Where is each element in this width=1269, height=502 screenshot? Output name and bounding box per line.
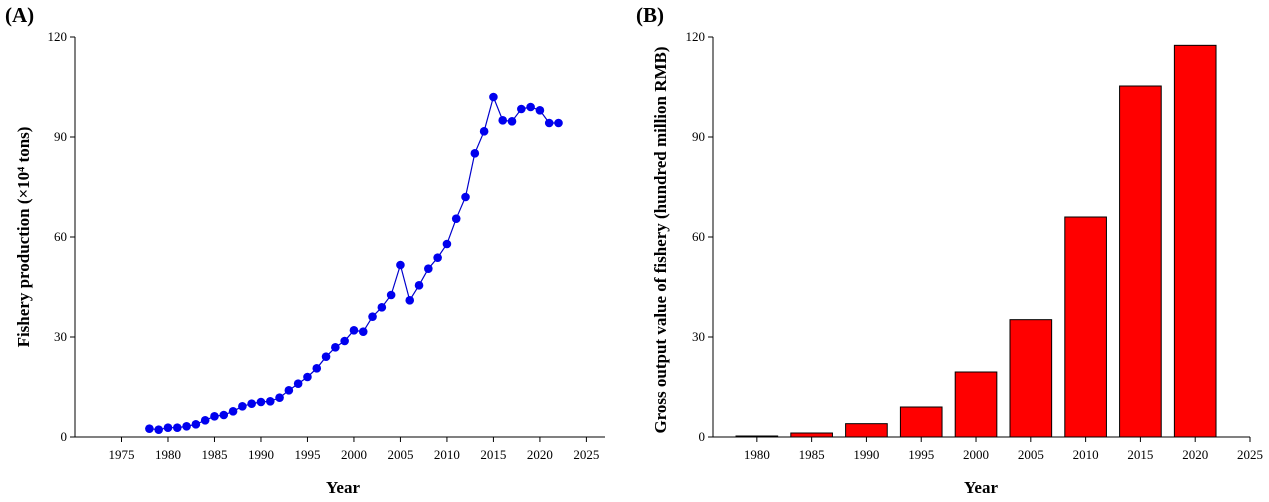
production-point — [461, 192, 470, 202]
y-tick-label: 120 — [48, 29, 68, 44]
production-point — [265, 397, 275, 406]
panel-a-production-line-chart: (A) 1975 1980 1985 1990 1995 2000 2005 2010 2015… — [5, 3, 605, 497]
production-point — [331, 343, 340, 352]
production-point — [377, 303, 387, 312]
x-tick-label: 1990 — [853, 447, 879, 462]
production-point — [154, 425, 163, 434]
production-point — [303, 372, 312, 382]
production-point — [535, 106, 545, 115]
production-point — [424, 264, 433, 273]
x-tick-label: 2025 — [573, 447, 599, 462]
production-point — [238, 402, 247, 411]
x-tick-label: 1980 — [744, 447, 770, 462]
y-tick-label: 120 — [686, 29, 706, 44]
production-point — [479, 127, 489, 136]
x-tick-label: 2020 — [527, 447, 553, 462]
production-point — [489, 92, 498, 102]
y-tick-label: 90 — [692, 129, 705, 144]
gross-output-bar — [790, 432, 833, 438]
production-point — [526, 102, 535, 112]
gross-output-bar — [1173, 44, 1217, 438]
x-tick-label: 1985 — [799, 447, 825, 462]
production-point — [228, 407, 238, 416]
y-tick-label: 30 — [692, 329, 705, 344]
production-series-line — [149, 95, 559, 431]
production-point — [247, 399, 256, 408]
production-point — [210, 412, 219, 421]
panel-a-y-axis-title: Fishery production (×10⁴ tons) — [14, 127, 33, 348]
production-point — [219, 410, 229, 420]
y-tick-label: 60 — [692, 229, 705, 244]
gross-output-bar — [954, 371, 998, 438]
production-point — [517, 104, 526, 114]
production-point — [414, 281, 424, 290]
production-point — [386, 290, 396, 300]
gross-output-bar — [1009, 319, 1053, 438]
production-point — [275, 393, 284, 402]
production-point — [191, 420, 201, 429]
production-point — [405, 296, 415, 305]
gross-output-bar — [1064, 216, 1107, 438]
x-tick-label: 1975 — [108, 447, 134, 462]
panel-b-gross-output-bar-chart: (B) 1980 1985 1990 1995 2000 2005 2010 2015 2020… — [636, 3, 1263, 497]
x-tick-label: 1980 — [155, 447, 181, 462]
y-tick-label: 0 — [699, 429, 706, 444]
production-point — [200, 416, 210, 425]
panel-b-label: (B) — [636, 3, 664, 27]
production-point — [182, 422, 191, 431]
x-tick-label: 2005 — [387, 447, 413, 462]
panel-b-x-axis-title: Year — [964, 478, 998, 497]
production-point — [544, 118, 554, 128]
x-tick-label: 2025 — [1237, 447, 1263, 462]
panel-a-x-axis-title: Year — [326, 478, 360, 497]
y-tick-label: 90 — [54, 129, 67, 144]
production-point — [433, 253, 442, 262]
x-tick-label: 1985 — [201, 447, 227, 462]
gross-output-bar — [899, 406, 943, 438]
production-point — [507, 117, 517, 126]
production-point — [256, 397, 266, 407]
production-point — [396, 260, 405, 270]
panel-a-label: (A) — [5, 3, 34, 27]
production-point — [145, 424, 154, 433]
production-point — [498, 116, 508, 125]
production-point — [442, 239, 452, 249]
production-point — [321, 352, 331, 361]
production-point — [368, 312, 377, 321]
production-point — [340, 336, 349, 346]
production-point — [349, 326, 359, 335]
x-tick-label: 2000 — [963, 447, 989, 462]
production-point — [312, 364, 322, 373]
x-tick-label: 2000 — [341, 447, 367, 462]
gross-output-bar — [845, 423, 888, 438]
x-tick-label: 1990 — [248, 447, 274, 462]
y-tick-label: 60 — [54, 229, 67, 244]
x-tick-label: 1995 — [294, 447, 320, 462]
production-point — [451, 214, 461, 223]
production-point — [554, 118, 563, 128]
production-point — [470, 149, 480, 158]
production-point — [358, 327, 368, 336]
production-point — [163, 423, 173, 432]
x-tick-label: 2015 — [1127, 447, 1153, 462]
production-point — [172, 423, 182, 432]
x-tick-label: 2005 — [1018, 447, 1044, 462]
x-tick-label: 2020 — [1182, 447, 1208, 462]
production-point — [293, 379, 303, 388]
x-tick-label: 2015 — [480, 447, 506, 462]
y-tick-label: 0 — [61, 429, 68, 444]
panel-b-y-axis-title: Gross output value of fishery (hundred m… — [651, 46, 670, 433]
x-tick-label: 1995 — [908, 447, 934, 462]
y-tick-label: 30 — [54, 329, 67, 344]
x-tick-label: 2010 — [1073, 447, 1099, 462]
production-point — [284, 386, 294, 395]
gross-output-bar — [1119, 85, 1162, 438]
x-tick-label: 2010 — [434, 447, 460, 462]
